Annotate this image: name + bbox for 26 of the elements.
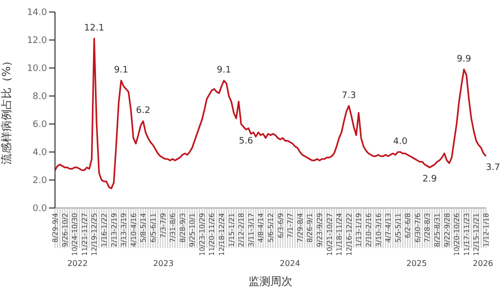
- data-label: 5.6: [238, 136, 254, 147]
- data-label: 6.2: [136, 106, 150, 116]
- y-tick-label: 0.0: [32, 204, 48, 214]
- x-axis-title: 监测周次: [248, 275, 292, 288]
- line-series: [54, 38, 487, 190]
- y-axis-title: 流感样病例占比（%）: [0, 55, 13, 165]
- y-tick-label: 4.0: [32, 148, 48, 158]
- text: 2025: [406, 259, 427, 268]
- y-tick-label: 12.0: [26, 36, 48, 46]
- data-label: 9.1: [114, 66, 128, 76]
- text: 2026: [472, 259, 494, 268]
- y-tick-label: 10.0: [26, 64, 48, 74]
- data-label: 7.3: [342, 90, 356, 101]
- data-label: 3.7: [486, 163, 500, 174]
- data-label: 2.9: [422, 174, 438, 184]
- data-label: 9.9: [456, 54, 472, 64]
- y-tick-label: 6.0: [32, 120, 48, 130]
- y-tick-label: 14.0: [26, 8, 48, 18]
- text: 2022: [67, 259, 88, 268]
- y-tick-label: 8.0: [32, 92, 48, 102]
- text: 2024: [280, 259, 300, 268]
- data-label: 9.1: [216, 66, 232, 76]
- y-tick-label: 2.0: [32, 176, 48, 186]
- text: 2023: [153, 259, 174, 268]
- data-label: 12.1: [84, 24, 104, 34]
- data-label: 4.0: [393, 137, 408, 147]
